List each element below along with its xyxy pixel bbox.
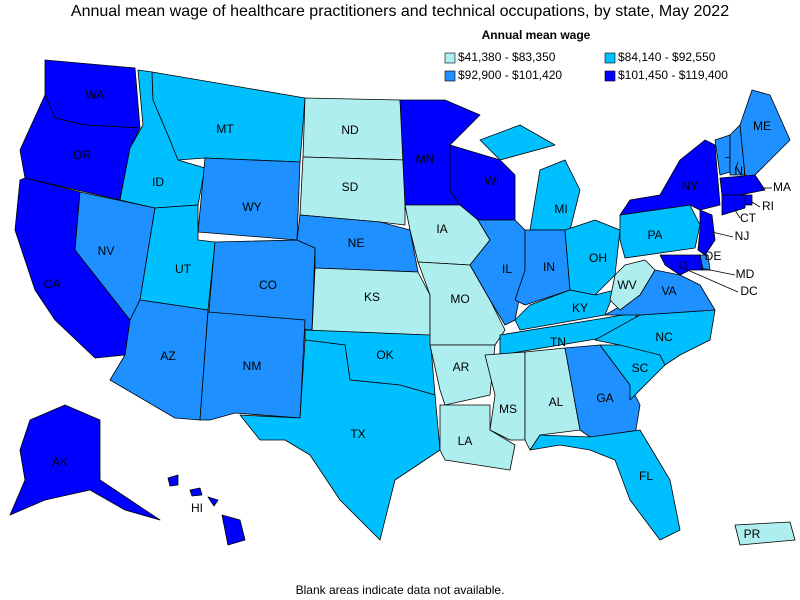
- state-label: MO: [450, 292, 469, 306]
- leader-line: [734, 161, 739, 171]
- state-shape: [529, 429, 681, 541]
- state-label: LA: [458, 434, 473, 448]
- state-label: WI: [485, 174, 500, 188]
- state-shape: [439, 404, 516, 471]
- state-label: AZ: [160, 349, 175, 363]
- state-label: UT: [175, 262, 192, 276]
- state-shape: [484, 351, 526, 441]
- state-label: GA: [596, 391, 613, 405]
- leader-line: [711, 231, 734, 238]
- state-label: OK: [376, 348, 393, 362]
- state-label: CT: [740, 211, 757, 225]
- state-label: HI: [191, 501, 203, 515]
- state-label: WY: [242, 200, 261, 214]
- state-label: MN: [416, 152, 435, 166]
- state-label: NM: [243, 359, 262, 373]
- legend: $41,380 - $83,350 $84,140 - $92,550 $92,90…: [444, 50, 728, 82]
- legend-label: $92,900 - $101,420: [458, 68, 562, 82]
- state-shape: [199, 311, 306, 421]
- state-label: WA: [86, 88, 105, 102]
- legend-title: Annual mean wage: [482, 28, 591, 42]
- state-shape: [151, 71, 306, 163]
- state-shape: [429, 344, 496, 406]
- state-label: NE: [348, 236, 365, 250]
- legend-swatch: [444, 70, 456, 82]
- state-label: IA: [436, 222, 447, 236]
- leader-line: [699, 267, 736, 276]
- state-label: RI: [762, 199, 774, 213]
- legend-label: $101,450 - $119,400: [618, 68, 728, 82]
- state-label: OH: [589, 251, 607, 265]
- state-label: DC: [740, 284, 758, 298]
- footnote: Blank areas indicate data not available.: [296, 583, 505, 597]
- state-shape: [734, 521, 796, 546]
- legend-swatch: [444, 52, 456, 64]
- state-label: MI: [554, 202, 567, 216]
- state-label: FL: [639, 469, 653, 483]
- leader-line: [751, 201, 761, 208]
- state-label: CO: [259, 278, 277, 292]
- state-label: KS: [364, 290, 380, 304]
- state-shape: [679, 261, 687, 269]
- state-shape: [719, 174, 766, 196]
- state-label: ID: [152, 175, 164, 189]
- state-label: PA: [647, 228, 662, 242]
- map-title: Annual mean wage of healthcare practitio…: [71, 3, 729, 20]
- state-shape: [189, 487, 203, 497]
- state-shape: [619, 139, 721, 216]
- state-shape: [721, 194, 746, 216]
- state-label: TX: [350, 427, 365, 441]
- state-label: NV: [98, 244, 115, 258]
- state-label: PR: [744, 527, 761, 541]
- state-label: MA: [773, 180, 791, 194]
- legend-swatch: [604, 52, 616, 64]
- state-label: MT: [216, 122, 234, 136]
- state-shape: [529, 159, 581, 231]
- state-label: DE: [705, 249, 722, 263]
- state-shape: [739, 89, 791, 181]
- state-shape: [9, 404, 161, 521]
- state-label: AR: [453, 360, 470, 374]
- state-label: NY: [682, 179, 699, 193]
- state-label: OR: [73, 148, 91, 162]
- state-label: NC: [655, 330, 673, 344]
- state-label: KY: [572, 301, 588, 315]
- state-label: MS: [499, 402, 517, 416]
- state-shape: [479, 124, 556, 161]
- state-shape: [197, 157, 301, 241]
- legend-swatch: [604, 70, 616, 82]
- states: WA OR CA NV ID MT WY UT CO AZ NM ND SD NE KS OK TX MN IA MO…: [9, 59, 796, 546]
- state-shape: [514, 289, 616, 331]
- state-label: IN: [543, 260, 555, 274]
- state-label: AK: [52, 455, 68, 469]
- state-label: AL: [549, 395, 564, 409]
- state-label: TN: [550, 335, 566, 349]
- state-shape: [299, 156, 406, 226]
- legend-label: $41,380 - $83,350: [458, 50, 556, 64]
- state-label: VA: [661, 284, 676, 298]
- state-shape: [167, 474, 179, 487]
- state-label: ND: [341, 123, 359, 137]
- state-label: WV: [617, 278, 636, 292]
- state-label: MD: [736, 267, 755, 281]
- leader-line: [682, 267, 739, 293]
- state-label: SD: [342, 180, 359, 194]
- state-shape: [207, 496, 219, 507]
- leader-line: [734, 209, 741, 219]
- state-shape: [239, 339, 441, 541]
- state-shape: [609, 259, 656, 311]
- legend-label: $84,140 - $92,550: [618, 50, 716, 64]
- state-shape: [207, 239, 316, 331]
- state-label: SC: [632, 361, 649, 375]
- state-label: ME: [753, 119, 771, 133]
- state-shape: [744, 194, 753, 206]
- state-shape: [469, 219, 526, 326]
- state-label: CA: [44, 277, 61, 291]
- state-shape: [221, 514, 246, 546]
- state-label: NJ: [735, 229, 750, 243]
- state-label: IL: [502, 262, 512, 276]
